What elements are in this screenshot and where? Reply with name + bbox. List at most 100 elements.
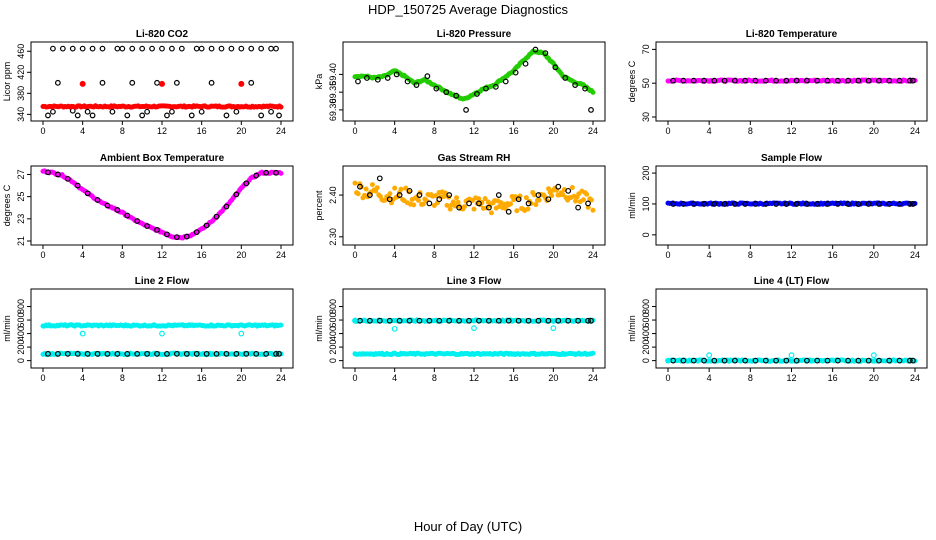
data-point — [721, 201, 728, 207]
plot-frame — [342, 41, 606, 122]
panel-6: Sample Flow ml/min 0 4 8 12 16 20 24 0 100 200 — [627, 153, 928, 260]
series-hourly-dips — [352, 317, 557, 332]
data-point — [79, 80, 86, 87]
data-point — [492, 83, 499, 90]
y-tick-label: 600 — [641, 313, 651, 328]
data-point — [793, 357, 800, 364]
x-tick-label: 24 — [910, 373, 920, 383]
panel-title: Line 4 (LT) Flow — [754, 276, 830, 287]
series-hourly-low — [45, 79, 282, 119]
data-point — [433, 193, 439, 199]
data-point — [363, 186, 369, 192]
panel-title: Line 3 Flow — [447, 276, 502, 287]
data-point — [79, 45, 86, 52]
y-tick-label: 21 — [16, 236, 26, 246]
data-point — [584, 191, 590, 197]
data-point — [104, 350, 111, 357]
x-tick-label: 20 — [869, 250, 879, 260]
data-point — [525, 317, 532, 324]
x-tick-label: 12 — [786, 373, 796, 383]
data-point — [855, 201, 862, 207]
data-point — [762, 357, 769, 364]
x-tick-label: 4 — [707, 126, 712, 136]
data-point — [576, 191, 582, 197]
data-point — [273, 169, 279, 176]
data-point — [814, 357, 821, 364]
panel-1: Li-820 CO2 Licor ppm 0 4 8 12 16 20 24 340 380 420 4… — [2, 29, 294, 136]
data-point — [203, 222, 210, 229]
data-point — [154, 350, 160, 357]
data-point — [357, 183, 363, 190]
x-tick-label: 20 — [548, 250, 558, 260]
data-point — [834, 77, 841, 84]
data-point — [238, 80, 245, 87]
data-point — [495, 317, 502, 324]
x-tick-label: 0 — [40, 126, 45, 136]
y-axis-label: ml/min — [314, 315, 324, 342]
data-point — [228, 45, 235, 52]
data-point — [485, 317, 492, 324]
data-point — [814, 77, 821, 84]
data-point — [783, 201, 790, 207]
data-point — [124, 112, 131, 119]
series-hourly-spikes — [665, 352, 877, 364]
panel-9: Line 4 (LT) Flow ml/min 0 4 8 12 16 20 24 0 200400… — [627, 276, 928, 383]
data-point — [721, 357, 728, 364]
data-point — [876, 77, 882, 84]
data-point — [471, 206, 477, 212]
x-tick-label: 16 — [197, 373, 207, 383]
data-point — [223, 112, 230, 119]
x-tick-label: 16 — [197, 126, 207, 136]
data-point — [555, 183, 562, 190]
data-point — [398, 186, 404, 192]
data-point — [461, 204, 467, 210]
data-point — [89, 45, 96, 52]
y-tick-label: 70 — [641, 44, 651, 54]
data-point — [536, 197, 542, 203]
x-tick-label: 8 — [748, 250, 753, 260]
data-point — [575, 204, 582, 211]
data-point — [263, 169, 270, 176]
data-point — [824, 77, 831, 84]
data-point — [752, 201, 759, 207]
data-point — [670, 201, 677, 207]
y-tick-label: 0 — [328, 358, 338, 363]
data-point — [114, 350, 121, 357]
y-tick-label: 23 — [16, 214, 26, 224]
data-point — [198, 108, 205, 115]
data-point — [273, 45, 279, 52]
x-tick-label: 8 — [432, 250, 437, 260]
data-point — [433, 85, 440, 92]
data-point — [89, 112, 96, 119]
data-point — [355, 78, 361, 85]
y-tick-label: 400 — [16, 326, 26, 341]
panel-title: Sample Flow — [761, 153, 822, 164]
data-point — [870, 352, 877, 359]
data-point — [515, 196, 522, 203]
panel-title: Ambient Box Temperature — [100, 153, 225, 164]
data-point — [59, 45, 66, 52]
data-point — [721, 77, 728, 84]
x-tick-label: 20 — [236, 126, 246, 136]
x-tick-label: 16 — [828, 373, 838, 383]
y-axis-label: ml/min — [627, 192, 637, 219]
data-point — [124, 350, 131, 357]
data-point — [54, 171, 61, 178]
data-point — [50, 45, 56, 52]
y-tick-label: 800 — [16, 299, 26, 314]
data-point — [278, 170, 284, 176]
x-tick-label: 4 — [392, 373, 397, 383]
data-point — [50, 108, 56, 115]
x-tick-label: 8 — [432, 373, 437, 383]
data-point — [436, 317, 443, 324]
data-point — [178, 45, 185, 52]
y-tick-label: 200 — [641, 166, 651, 181]
data-point — [565, 317, 572, 324]
data-point — [680, 357, 687, 364]
x-tick-label: 24 — [588, 126, 598, 136]
panel-title: Line 2 Flow — [135, 276, 190, 287]
data-point — [455, 199, 461, 205]
data-point — [845, 77, 852, 84]
y-tick-label: 600 — [328, 313, 338, 328]
data-point — [569, 185, 575, 191]
